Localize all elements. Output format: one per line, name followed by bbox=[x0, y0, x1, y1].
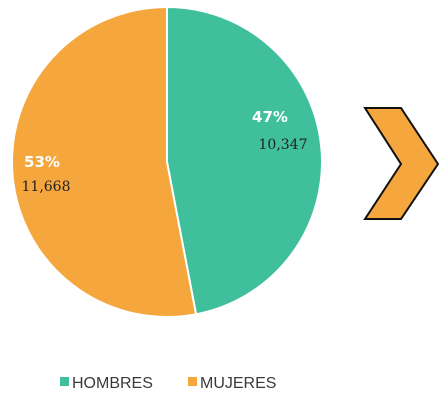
slice-label-hombres-percent: 47% bbox=[252, 108, 288, 126]
pie-slices bbox=[11, 5, 323, 318]
legend-swatch-hombres bbox=[60, 377, 69, 386]
legend-swatch-mujeres bbox=[188, 377, 197, 386]
legend-label-hombres: HOMBRES bbox=[72, 375, 153, 392]
pie-slice-mujeres bbox=[11, 5, 198, 318]
slice-label-hombres-value: 10,347 bbox=[259, 137, 308, 153]
slice-label-mujeres-percent: 53% bbox=[24, 153, 60, 171]
legend: HOMBRES MUJERES bbox=[60, 375, 276, 392]
legend-label-mujeres: MUJERES bbox=[200, 375, 276, 392]
chevron-right-icon bbox=[363, 107, 440, 220]
pie-slice-hombres bbox=[166, 5, 323, 316]
slice-label-mujeres-value: 11,668 bbox=[22, 179, 71, 195]
